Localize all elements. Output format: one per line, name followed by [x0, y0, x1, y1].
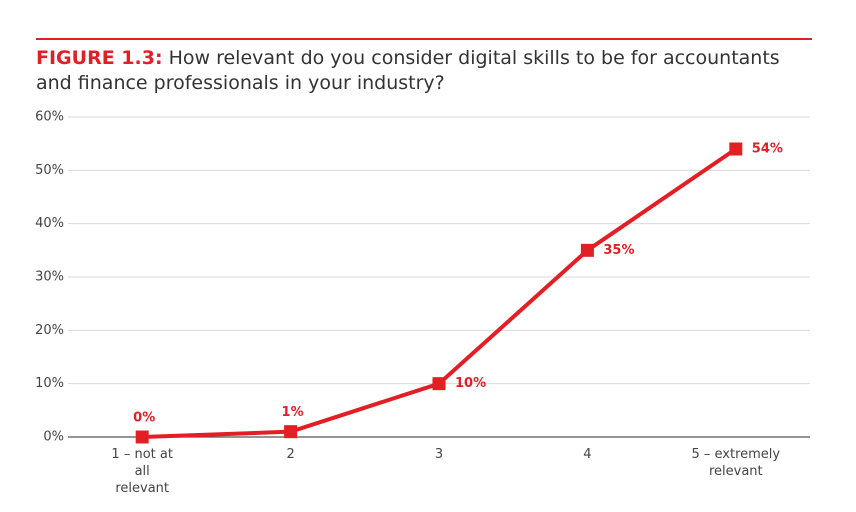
y-tick-label: 30% — [35, 270, 64, 285]
value-label: 1% — [282, 405, 304, 420]
x-tick-label: 3 — [434, 447, 444, 462]
marker — [135, 430, 149, 444]
marker — [284, 425, 298, 439]
y-tick-label: 0% — [43, 430, 64, 445]
x-tick-label: 5 – extremely relevant — [691, 447, 781, 479]
value-label: 0% — [133, 411, 155, 426]
marker — [580, 243, 594, 257]
y-tick-label: 10% — [35, 376, 64, 391]
chart-title: FIGURE 1.3: How relevant do you consider… — [36, 46, 796, 96]
line — [142, 147, 737, 439]
title-text: How relevant do you consider digital ski… — [36, 47, 780, 94]
figure-label: FIGURE 1.3: — [36, 47, 163, 69]
y-tick-label: 40% — [35, 216, 64, 231]
x-tick-label: 2 — [286, 447, 295, 462]
marker — [432, 377, 446, 391]
marker — [729, 142, 743, 156]
value-label: 54% — [752, 142, 783, 157]
y-tick-label: 20% — [35, 323, 64, 338]
value-label: 10% — [455, 376, 486, 391]
value-label: 35% — [603, 243, 634, 258]
x-tick-label: 1 – not at all relevant — [111, 447, 173, 496]
y-tick-label: 50% — [35, 163, 64, 178]
y-tick-label: 60% — [35, 110, 64, 125]
x-tick-label: 4 — [583, 447, 592, 462]
